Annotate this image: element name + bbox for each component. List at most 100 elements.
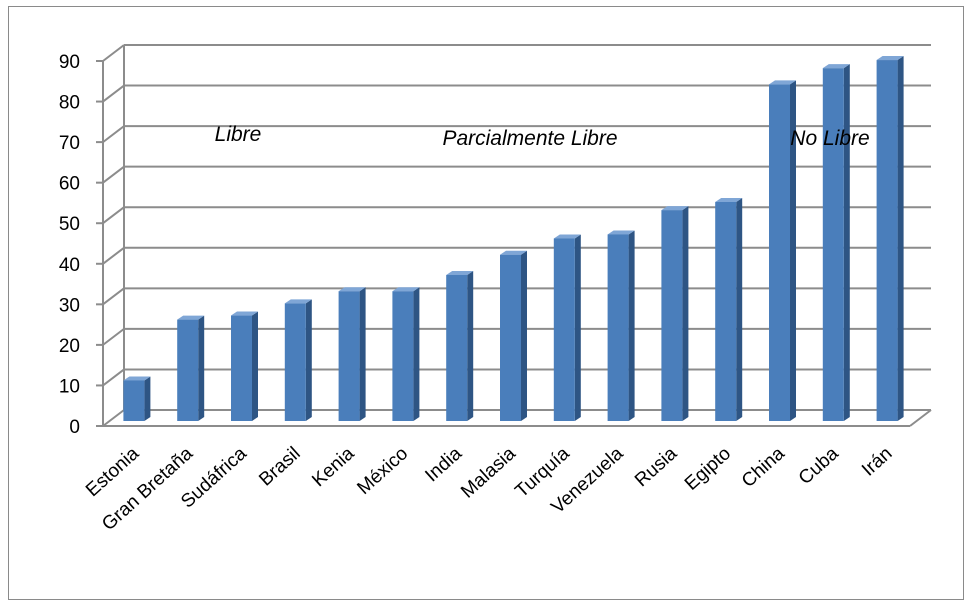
gridline-depth [102, 84, 125, 103]
bar-front [607, 234, 629, 421]
bar-side [305, 299, 312, 421]
bar [500, 250, 527, 421]
bar-side [467, 271, 474, 421]
bar-front [822, 68, 844, 422]
bar-front [661, 210, 683, 421]
bar [607, 230, 635, 421]
bar-top [446, 271, 474, 275]
gridline-depth [102, 328, 125, 346]
bar [553, 234, 581, 421]
gridline-depth [102, 287, 125, 306]
x-tick-label: Kenia [308, 443, 358, 491]
bar-top [607, 230, 635, 235]
bar-top [500, 250, 527, 255]
bar-top [123, 376, 151, 381]
bar-top [392, 287, 420, 292]
bars [123, 56, 904, 422]
bar [392, 287, 420, 421]
bar-front [123, 380, 145, 421]
bar-front [231, 315, 252, 421]
bar-side [682, 206, 689, 421]
gridline-depth [102, 206, 125, 225]
bar-top [715, 198, 743, 202]
bar [231, 311, 258, 421]
bar-side [628, 230, 635, 421]
x-tick-label: Rusia [631, 443, 681, 491]
bar-top [769, 80, 796, 85]
y-tick-label: 90 [59, 52, 80, 73]
bar-front [715, 202, 737, 421]
x-tick-label: México [353, 443, 412, 499]
bar-top [822, 64, 850, 69]
bar-top [177, 315, 205, 320]
gridline-depth [102, 246, 125, 265]
bar-top [231, 311, 258, 316]
y-tick-label: 50 [59, 214, 80, 235]
bar-side [359, 287, 366, 421]
bar-top [553, 234, 581, 239]
zone-annotations: Libre Parcialmente Libre No Libre [215, 123, 870, 150]
annotation-libre: Libre [215, 123, 262, 146]
bar-side [574, 234, 581, 421]
y-tick-label: 20 [59, 336, 80, 357]
bar-side [413, 287, 420, 421]
bar-front [553, 238, 575, 421]
bar [661, 206, 689, 421]
bar-side [252, 311, 258, 421]
floor-edge-right [909, 409, 932, 427]
y-tick-label: 70 [59, 133, 80, 154]
bar [446, 271, 474, 421]
y-tick-label: 0 [69, 417, 80, 438]
bar [715, 198, 743, 421]
bar-side [521, 250, 527, 421]
y-tick-label: 10 [59, 376, 80, 397]
bar-front [876, 60, 898, 422]
bar [338, 287, 366, 421]
x-tick-label: Malasia [457, 443, 520, 503]
y-tick-label: 30 [59, 295, 80, 316]
bar-side [736, 198, 743, 421]
bar-side [144, 376, 151, 421]
bar [822, 64, 850, 422]
x-tick-label: China [738, 443, 789, 492]
annotation-parcialmente-libre: Parcialmente Libre [442, 127, 617, 150]
x-tick-label: India [421, 443, 466, 486]
bar-front [446, 275, 468, 421]
bar [876, 56, 904, 422]
bar-front [338, 291, 360, 421]
gridlines [102, 44, 932, 427]
bar-side [843, 64, 850, 422]
annotation-no-libre: No Libre [790, 127, 869, 150]
chart-frame [8, 6, 964, 600]
gridline-depth [102, 125, 125, 143]
x-tick-label: Egipto [681, 443, 735, 495]
gridline-depth [102, 165, 125, 184]
bar [177, 315, 205, 421]
x-tick-label: Irán [858, 443, 896, 481]
x-tick-label: Brasil [255, 443, 304, 490]
bar-side [790, 80, 796, 421]
bar-front [769, 84, 790, 421]
y-tick-label: 40 [59, 255, 80, 276]
bar-front [392, 291, 414, 421]
bar-front [177, 319, 199, 421]
bar [769, 80, 796, 421]
bar-front [284, 303, 306, 421]
gridline-depth [102, 44, 125, 62]
bar [123, 376, 151, 421]
bar-top [876, 56, 904, 61]
bar [284, 299, 312, 421]
bar-front [500, 254, 521, 421]
x-tick-label: Cuba [795, 443, 843, 489]
bar-top [338, 287, 366, 292]
bar-top [661, 206, 689, 211]
bar-side [198, 315, 205, 421]
y-axis-ticks: 0 10 20 30 40 50 60 70 80 90 [59, 52, 103, 438]
y-tick-label: 80 [59, 93, 80, 114]
y-tick-label: 60 [59, 174, 80, 195]
bar-side [897, 56, 904, 422]
bar-top [284, 299, 312, 304]
gridline-depth [102, 368, 125, 387]
